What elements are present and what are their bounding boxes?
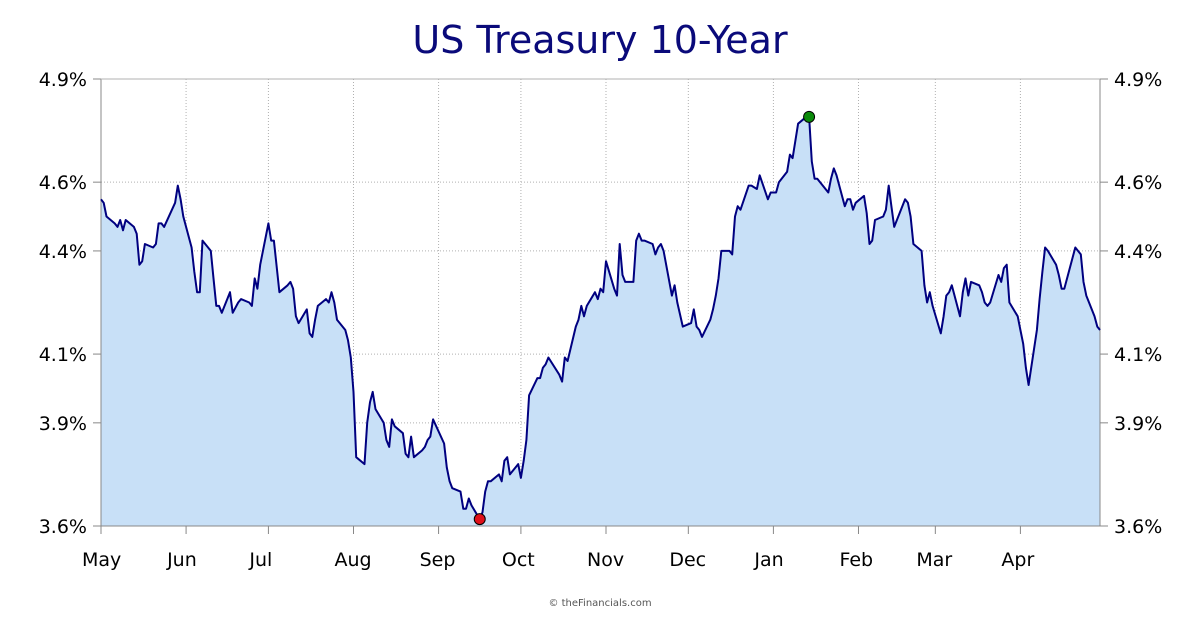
y-tick-label-left: 4.6% <box>39 172 87 194</box>
x-tick-label: Mar <box>916 549 952 571</box>
high-marker <box>803 110 816 123</box>
y-tick-label-left: 3.9% <box>39 413 87 435</box>
series-line-group <box>100 115 1101 521</box>
y-tick-label-right: 4.4% <box>1114 241 1162 263</box>
tick-labels: 3.6% 3.6% 3.9% 3.9% 4.1% 4.1% 4.4% 4.4% 4.6% 4.6%… <box>39 69 1163 571</box>
y-tick-label-left: 4.4% <box>39 241 87 263</box>
x-tick-label: Jan <box>753 549 783 571</box>
series-line <box>100 115 1101 521</box>
x-tick-label: Jul <box>248 549 272 571</box>
y-tick-label-right: 3.9% <box>1114 413 1162 435</box>
x-tick-label: Dec <box>669 549 706 571</box>
y-tick-label-left: 4.1% <box>39 344 87 366</box>
x-tick-label: Aug <box>334 549 371 571</box>
x-tick-label: Sep <box>420 549 456 571</box>
x-tick-label: Feb <box>839 549 873 571</box>
y-tick-label-right: 3.6% <box>1114 516 1162 538</box>
x-tick-label: Jun <box>166 549 197 571</box>
credit-text: © theFinancials.com <box>548 598 652 609</box>
y-tick-label-right: 4.6% <box>1114 172 1162 194</box>
y-tick-label-left: 3.6% <box>39 516 87 538</box>
chart-title: US Treasury 10-Year <box>412 18 788 62</box>
x-tick-label: May <box>82 549 121 571</box>
markers <box>473 110 816 526</box>
y-tick-label-left: 4.9% <box>39 69 87 91</box>
axes <box>93 78 1108 534</box>
area-fill <box>101 116 1100 527</box>
y-tick-label-right: 4.1% <box>1114 344 1162 366</box>
y-tick-label-right: 4.9% <box>1114 69 1162 91</box>
x-tick-label: Apr <box>1001 549 1034 571</box>
x-tick-label: Oct <box>502 549 535 571</box>
x-tick-label: Nov <box>587 549 624 571</box>
low-marker <box>473 513 486 526</box>
